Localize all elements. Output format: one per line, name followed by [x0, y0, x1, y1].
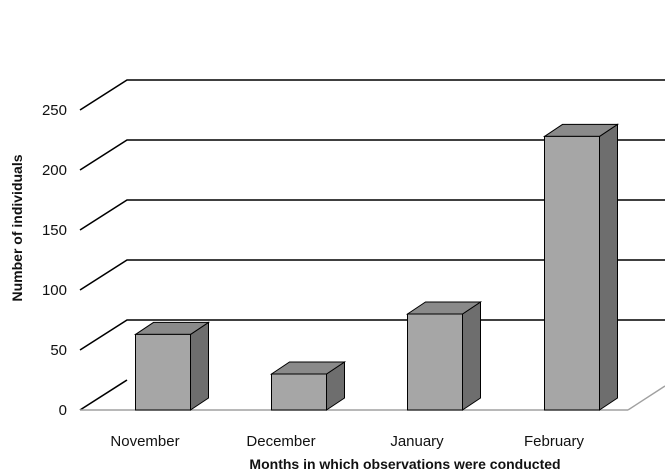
y-axis-title: Number of individuals [9, 154, 25, 301]
bar-side [599, 123, 618, 411]
x-axis-category-labels: November December January February [110, 433, 584, 450]
bar-february [542, 123, 620, 411]
bar-december [269, 361, 347, 411]
y-tick-label: 250 [42, 102, 67, 119]
floor-right-edge [627, 385, 665, 411]
x-tick-label: January [390, 433, 444, 450]
y-axis-ticks: 0 50 100 150 200 250 [42, 102, 67, 419]
bar-side [462, 301, 481, 411]
gridline-50 [79, 319, 665, 351]
x-tick-label: December [246, 433, 315, 450]
gridline-250 [79, 79, 665, 111]
y-tick-label: 150 [42, 222, 67, 239]
bar-side [190, 321, 209, 411]
bars [133, 123, 620, 411]
bar-november [133, 321, 211, 411]
bar-january [405, 301, 483, 411]
x-tick-label: February [524, 433, 585, 450]
bar-front [407, 313, 463, 411]
y-tick-label: 100 [42, 282, 67, 299]
gridline-100 [79, 259, 665, 291]
gridline-150 [79, 199, 665, 231]
x-axis-title: Months in which observations were conduc… [249, 456, 560, 472]
y-tick-label: 50 [50, 342, 67, 359]
bar-front [544, 135, 600, 411]
gridline-0 [79, 379, 128, 411]
y-tick-label: 200 [42, 162, 67, 179]
y-tick-label: 0 [59, 402, 67, 419]
bar-front [135, 333, 191, 411]
x-tick-label: November [110, 433, 179, 450]
bar-front [271, 373, 327, 411]
gridline-200 [79, 139, 665, 171]
